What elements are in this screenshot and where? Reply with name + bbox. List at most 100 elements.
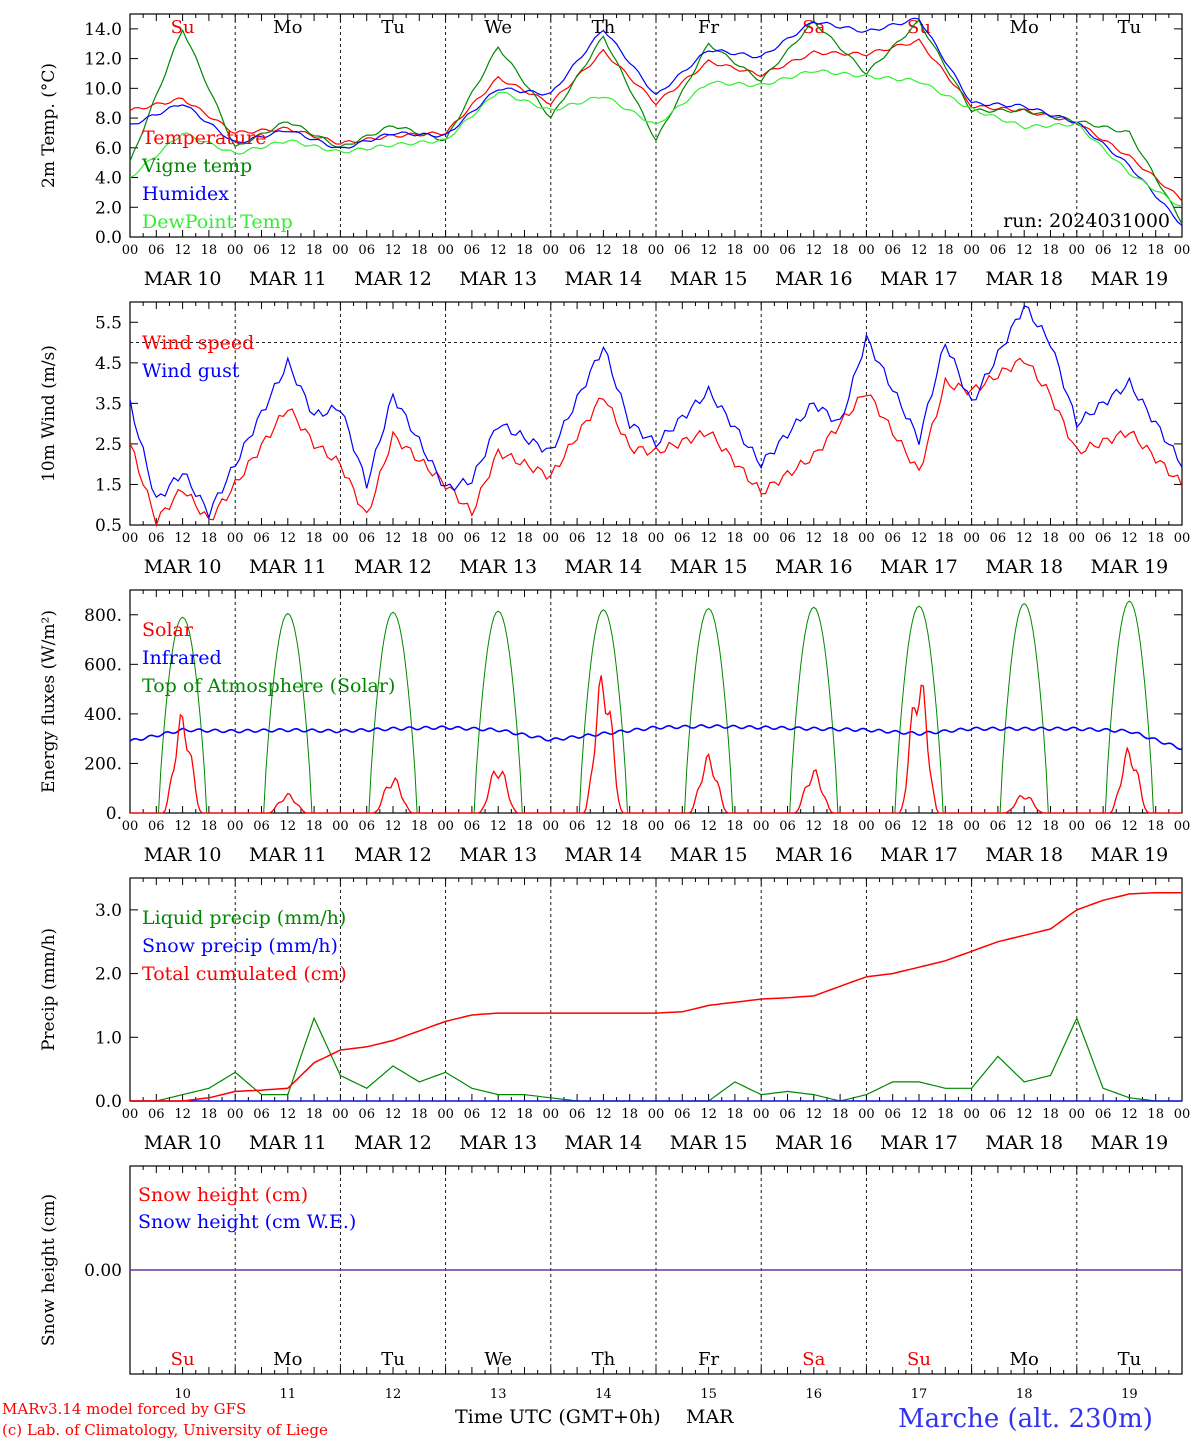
hour-label: 18 bbox=[516, 1107, 533, 1122]
day-label: Fr bbox=[698, 17, 719, 38]
hour-label: 18 bbox=[201, 819, 218, 834]
y-axis-label: 2m Temp. (°C) bbox=[39, 63, 59, 188]
hour-label: 00 bbox=[1174, 819, 1191, 834]
hour-label: 12 bbox=[806, 531, 823, 546]
legend-entry: Snow height (cm) bbox=[138, 1184, 308, 1206]
date-label: MAR 19 bbox=[1091, 1132, 1169, 1154]
hour-label: 00 bbox=[963, 1107, 980, 1122]
hour-label: 12 bbox=[385, 531, 402, 546]
day-number: 13 bbox=[490, 1387, 507, 1402]
hour-label: 12 bbox=[385, 1107, 402, 1122]
hour-label: 00 bbox=[122, 819, 139, 834]
day-number: 12 bbox=[385, 1387, 402, 1402]
date-label: MAR 19 bbox=[1091, 844, 1169, 866]
hour-label: 18 bbox=[727, 531, 744, 546]
series-line bbox=[130, 17, 1183, 226]
month-label: MAR bbox=[686, 1406, 734, 1428]
date-label: MAR 12 bbox=[354, 268, 432, 290]
y-tick-label: 200. bbox=[84, 754, 122, 774]
hour-label: 06 bbox=[148, 531, 165, 546]
day-label: Su bbox=[171, 1349, 195, 1370]
legend-entry: Total cumulated (cm) bbox=[142, 963, 347, 985]
hour-label: 18 bbox=[832, 531, 849, 546]
y-tick-label: 0.0 bbox=[95, 228, 122, 248]
hour-label: 00 bbox=[963, 243, 980, 258]
y-tick-label: 400. bbox=[84, 705, 122, 725]
hour-label: 00 bbox=[858, 243, 875, 258]
hour-label: 06 bbox=[358, 819, 375, 834]
hour-label: 18 bbox=[621, 819, 638, 834]
run-annotation: run: 2024031000 bbox=[1003, 210, 1170, 232]
y-tick-label: 0.0 bbox=[95, 1092, 122, 1112]
hour-label: 12 bbox=[1016, 243, 1033, 258]
station-label: Marche (alt. 230m) bbox=[898, 1404, 1153, 1434]
date-label: MAR 13 bbox=[459, 1132, 537, 1154]
hour-label: 00 bbox=[437, 243, 454, 258]
hour-label: 00 bbox=[1069, 243, 1086, 258]
day-number: 18 bbox=[1016, 1387, 1033, 1402]
hour-label: 00 bbox=[753, 819, 770, 834]
panel-snow: 0.00 Snow height (cm) Su Mo Tu We Th Fr Sa Su Mo Tu… bbox=[39, 1165, 1183, 1402]
hour-label: 00 bbox=[227, 243, 244, 258]
hour-label: 18 bbox=[306, 1107, 323, 1122]
legend-entry: Top of Atmosphere (Solar) bbox=[142, 675, 395, 697]
hour-label: 00 bbox=[437, 1107, 454, 1122]
date-label: MAR 11 bbox=[249, 844, 327, 866]
hour-label: 12 bbox=[595, 243, 612, 258]
hour-label: 18 bbox=[1147, 243, 1164, 258]
hour-label: 18 bbox=[201, 531, 218, 546]
legend-entry: Snow precip (mm/h) bbox=[142, 935, 338, 957]
date-label: MAR 18 bbox=[985, 844, 1063, 866]
day-label: Mo bbox=[273, 1349, 302, 1370]
date-label: MAR 19 bbox=[1091, 556, 1169, 578]
y-tick-label: 3.5 bbox=[95, 394, 122, 414]
hour-label: 06 bbox=[674, 531, 691, 546]
hour-label: 06 bbox=[674, 243, 691, 258]
y-tick-label: 0.5 bbox=[95, 516, 122, 536]
hour-label: 00 bbox=[963, 819, 980, 834]
y-axis-label: Energy fluxes (W/m²) bbox=[39, 610, 59, 793]
hour-label: 00 bbox=[963, 531, 980, 546]
hour-label: 00 bbox=[227, 1107, 244, 1122]
hour-label: 12 bbox=[911, 243, 928, 258]
hour-label: 06 bbox=[464, 1107, 481, 1122]
date-label: MAR 14 bbox=[565, 268, 643, 290]
date-label: MAR 16 bbox=[775, 844, 853, 866]
hour-label: 06 bbox=[569, 819, 586, 834]
hour-label: 00 bbox=[858, 819, 875, 834]
hour-label: 06 bbox=[779, 531, 796, 546]
y-tick-label: 4.0 bbox=[95, 169, 122, 189]
y-tick-label: 600. bbox=[84, 655, 122, 675]
hour-label: 00 bbox=[332, 531, 349, 546]
date-label: MAR 10 bbox=[144, 1132, 222, 1154]
hour-label: 18 bbox=[621, 1107, 638, 1122]
hour-label: 12 bbox=[490, 1107, 507, 1122]
date-label: MAR 15 bbox=[670, 1132, 748, 1154]
hour-label: 18 bbox=[727, 1107, 744, 1122]
day-number: 14 bbox=[595, 1387, 612, 1402]
hour-label: 06 bbox=[1095, 1107, 1112, 1122]
legend-entry: Wind gust bbox=[142, 360, 240, 382]
hour-label: 06 bbox=[674, 819, 691, 834]
panel-temperature: 0.0 2.0 4.0 6.0 8.0 10.0 12.0 14.0 2m Temp. (°C)… bbox=[39, 13, 1190, 290]
hour-label: 06 bbox=[884, 819, 901, 834]
date-label: MAR 15 bbox=[670, 556, 748, 578]
date-label: MAR 10 bbox=[144, 556, 222, 578]
day-label: Tu bbox=[1118, 1349, 1142, 1370]
plot-frame bbox=[129, 13, 1183, 238]
hour-label: 06 bbox=[884, 1107, 901, 1122]
day-label: We bbox=[484, 1349, 512, 1370]
y-tick-label: 10.0 bbox=[84, 79, 122, 99]
hour-label: 06 bbox=[884, 531, 901, 546]
hour-label: 12 bbox=[700, 531, 717, 546]
hour-label: 00 bbox=[122, 531, 139, 546]
hour-label: 12 bbox=[1016, 531, 1033, 546]
hour-label: 12 bbox=[806, 243, 823, 258]
date-label: MAR 11 bbox=[249, 268, 327, 290]
hour-label: 12 bbox=[806, 1107, 823, 1122]
hour-label: 00 bbox=[543, 1107, 560, 1122]
hour-label: 06 bbox=[464, 243, 481, 258]
hour-label: 18 bbox=[1042, 819, 1059, 834]
date-label: MAR 18 bbox=[985, 268, 1063, 290]
hour-label: 00 bbox=[1069, 531, 1086, 546]
